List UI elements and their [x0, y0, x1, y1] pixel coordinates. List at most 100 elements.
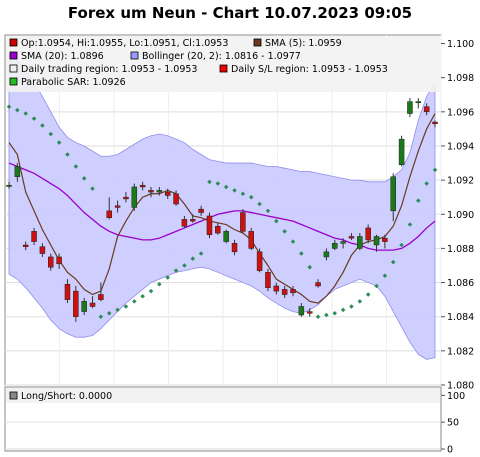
sar-point	[349, 304, 354, 309]
y-tick-label: 1.096	[447, 107, 474, 118]
candle-body	[14, 166, 21, 177]
chart-title: Forex um Neun - Chart 10.07.2023 09:05	[67, 4, 413, 22]
sar-point	[173, 268, 179, 273]
main-legend: Op:1.0954, Hi:1.0955, Lo:1.0951, Cl:1.09…	[6, 36, 440, 92]
sar-point	[148, 288, 154, 294]
y-tick-label: 1.082	[447, 346, 474, 357]
candle-body	[31, 231, 37, 242]
sub-legend-label: Long/Short: 0.0000	[21, 391, 112, 402]
sar-point	[340, 307, 346, 313]
sar-point	[324, 312, 329, 318]
sar-point	[265, 208, 271, 214]
legend-label: Daily trading region: 1.0953 - 1.0953	[21, 64, 197, 75]
candle-body	[256, 251, 263, 271]
main-y-axis: 1.100 1.098 1.096 1.094 1.092 1.090 1.088 1.086…	[441, 39, 474, 392]
sar-point	[382, 273, 388, 278]
sar-point	[190, 256, 196, 261]
candle-body	[231, 243, 238, 253]
sar-point	[282, 229, 287, 234]
candle-body	[198, 208, 204, 213]
sma5-line	[8, 113, 436, 304]
candle-body	[106, 210, 112, 218]
parabolic-sar	[6, 104, 438, 319]
candle-body	[423, 106, 430, 113]
moving-averages	[8, 113, 436, 304]
legend-swatch	[9, 77, 18, 86]
sub-legend-background	[6, 388, 440, 403]
y-tick-label: 1.086	[447, 278, 474, 289]
sub-y-axis: 100 50 0	[441, 391, 465, 456]
y-tick-label: 1.080	[447, 381, 474, 392]
candle-body	[39, 246, 46, 254]
y-tick-label: 1.084	[447, 312, 474, 323]
legend-label: Daily S/L region: 1.0953 - 1.0953	[231, 64, 388, 75]
sub-legend: Long/Short: 0.0000	[6, 388, 440, 403]
candle-body	[131, 186, 138, 208]
candle-body	[173, 193, 179, 205]
sar-point	[315, 314, 321, 319]
sar-point	[374, 283, 379, 289]
candle-body	[156, 190, 163, 193]
legend-label: Op:1.0954, Hi:1.0955, Lo:1.0951, Cl:1.09…	[21, 38, 228, 49]
sar-point	[98, 314, 104, 319]
sar-point	[407, 222, 413, 227]
candle-body	[373, 236, 380, 246]
candle-body	[281, 289, 288, 295]
legend-label: SMA (5): 1.0959	[265, 38, 342, 49]
candle-body	[407, 101, 413, 114]
legend-swatch	[9, 64, 18, 73]
candle-body	[73, 290, 79, 317]
candle-body	[215, 225, 221, 234]
candle-body	[114, 205, 121, 208]
y-tick-label: 1.090	[447, 210, 474, 221]
legend-label: Parabolic SAR: 1.0926	[21, 77, 126, 88]
candle-body	[56, 256, 62, 265]
y-tick-label: 1.088	[447, 244, 474, 255]
sar-point	[257, 201, 262, 207]
candle-body	[139, 184, 146, 188]
y-tick-label: 1.098	[447, 73, 474, 84]
candle-body	[323, 251, 330, 258]
legend-swatch	[9, 38, 18, 47]
candle-body	[81, 301, 87, 312]
candle-body	[164, 191, 171, 196]
sar-point	[390, 259, 396, 265]
sar-point	[23, 111, 28, 116]
candle-body	[22, 244, 29, 247]
sar-point	[332, 311, 338, 316]
sma20-line	[8, 162, 436, 251]
candle-body	[240, 212, 246, 232]
sar-point	[365, 292, 371, 297]
legend-swatch	[219, 64, 228, 73]
candle-body	[148, 190, 154, 193]
candle-body	[64, 284, 71, 300]
candle-body	[340, 241, 346, 244]
candle-body	[181, 219, 188, 227]
candle-body	[290, 289, 296, 294]
candle-body	[89, 302, 96, 307]
candle-body	[6, 184, 12, 187]
legend-background	[6, 36, 440, 92]
candle-body	[415, 101, 422, 104]
candle-body	[306, 311, 313, 314]
y-tick-label: 1.094	[447, 141, 474, 152]
sub-y-tick-label: 0	[447, 445, 453, 456]
sar-point	[65, 152, 70, 157]
candle-body	[432, 121, 438, 125]
candle-body	[332, 243, 338, 249]
legend-swatch	[9, 51, 18, 60]
candle-body	[98, 294, 104, 300]
sar-point	[90, 186, 95, 191]
candle-body	[206, 215, 213, 236]
candle-body	[365, 227, 371, 241]
candle-body	[348, 236, 355, 239]
sar-point	[48, 131, 54, 137]
candle-body	[123, 196, 129, 200]
candle-body	[273, 285, 280, 292]
candle-body	[265, 272, 271, 288]
candle-body	[382, 237, 388, 242]
sar-point	[140, 293, 145, 299]
sub-legend-swatch	[9, 391, 18, 400]
candle-body	[190, 219, 196, 222]
sar-point	[307, 264, 312, 270]
